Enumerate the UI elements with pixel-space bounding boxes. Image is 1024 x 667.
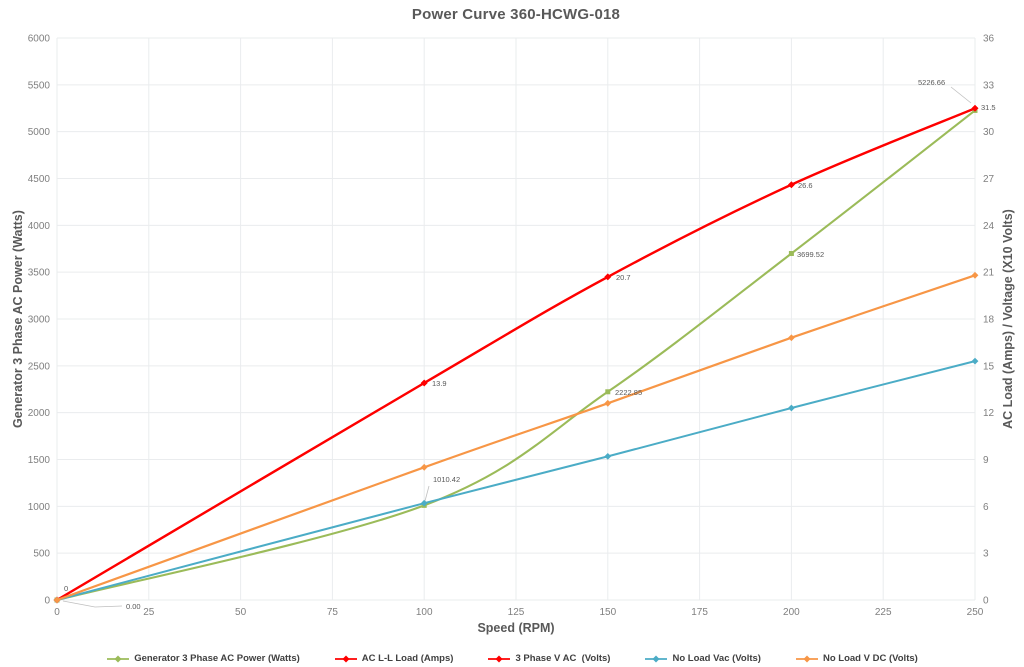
data-point-no-load-vac-volts[interactable] xyxy=(788,404,795,412)
series-line-ac-l-l-load-amps[interactable] xyxy=(55,107,977,602)
x-tick-label: 125 xyxy=(508,607,525,618)
data-point-no-load-v-dc-volts[interactable] xyxy=(788,334,795,342)
y-right-tick-label: 18 xyxy=(983,315,995,326)
x-tick-label: 25 xyxy=(143,607,155,618)
data-point-no-load-vac-volts[interactable] xyxy=(604,452,612,460)
y-left-tick-label: 4500 xyxy=(28,174,51,185)
y-left-tick-label: 5500 xyxy=(28,80,51,91)
data-point-no-load-v-dc-volts[interactable] xyxy=(971,271,979,279)
data-point-label: 20.7 xyxy=(616,273,631,282)
x-tick-label: 50 xyxy=(235,607,247,618)
chart-title: Power Curve 360-HCWG-018 xyxy=(411,6,621,23)
data-point-label: 3699.52 xyxy=(797,250,824,259)
legend-item-label: No Load Vac (Volts) xyxy=(672,653,761,664)
y-right-tick-label: 3 xyxy=(983,549,989,560)
legend-marker-icon xyxy=(334,655,357,662)
legend-marker-diamond xyxy=(114,655,122,662)
data-point-label: 0 xyxy=(64,584,68,593)
legend: Generator 3 Phase AC Power (Watts) AC L-L… xyxy=(0,653,1024,664)
data-point-ac-l-l-load-amps[interactable] xyxy=(420,379,428,387)
x-tick-label: 250 xyxy=(967,607,984,618)
legend-marker-diamond xyxy=(652,655,660,662)
y-left-tick-label: 1500 xyxy=(28,455,51,466)
legend-item-generator-3-phase-ac-power-watts[interactable]: Generator 3 Phase AC Power (Watts) xyxy=(106,653,300,664)
data-point-no-load-v-dc-volts[interactable] xyxy=(604,399,612,407)
y-left-tick-label: 3000 xyxy=(28,315,51,326)
y-left-tick-label: 3500 xyxy=(28,268,51,279)
y-right-tick-label: 9 xyxy=(983,455,989,466)
y-left-tick-label: 5000 xyxy=(28,127,51,138)
data-point-no-load-v-dc-volts[interactable] xyxy=(420,463,428,471)
y-left-tick-label: 4000 xyxy=(28,221,51,232)
y-left-tick-label: 500 xyxy=(33,549,50,560)
series-line-no-load-v-dc-volts[interactable] xyxy=(55,274,977,602)
y-right-tick-label: 6 xyxy=(983,502,989,513)
y-right-tick-label: 15 xyxy=(983,361,995,372)
x-tick-label: 0 xyxy=(54,607,60,618)
legend-item-label: 3 Phase V AC (Volts) xyxy=(515,653,611,664)
legend-item-label: Generator 3 Phase AC Power (Watts) xyxy=(134,653,300,664)
y-right-tick-label: 12 xyxy=(983,408,995,419)
y-axis-title-right: AC Load (Amps) / Voltage (X10 Volts) xyxy=(1001,209,1015,429)
y-right-tick-label: 27 xyxy=(983,174,995,185)
y-left-tick-label: 2500 xyxy=(28,361,51,372)
label-leader-line xyxy=(62,600,123,608)
x-tick-label: 150 xyxy=(599,607,616,618)
data-point-label: 0.00 xyxy=(126,602,141,611)
data-point-ac-l-l-load-amps[interactable] xyxy=(604,273,612,281)
x-tick-label: 75 xyxy=(327,607,339,618)
data-point-label: 5226.66 xyxy=(918,78,945,87)
data-point-ac-l-l-load-amps[interactable] xyxy=(971,104,979,112)
legend-item-no-load-v-dc-volts[interactable]: No Load V DC (Volts) xyxy=(795,653,918,664)
x-tick-label: 175 xyxy=(691,607,708,618)
y-left-tick-label: 1000 xyxy=(28,502,51,513)
legend-item-label: AC L-L Load (Amps) xyxy=(361,653,454,664)
y-left-tick-label: 2000 xyxy=(28,408,51,419)
y-axis-title-left: Generator 3 Phase AC Power (Watts) xyxy=(11,210,25,428)
data-point-label: 2222.85 xyxy=(615,388,642,397)
y-right-tick-label: 33 xyxy=(983,80,995,91)
y-right-tick-label: 36 xyxy=(983,34,995,45)
legend-item-no-load-vac-volts[interactable]: No Load Vac (Volts) xyxy=(644,653,761,664)
legend-marker-diamond xyxy=(803,655,811,662)
data-point-label: 1010.42 xyxy=(433,475,460,484)
x-tick-label: 200 xyxy=(783,607,800,618)
data-point-label: 13.9 xyxy=(432,379,447,388)
data-point-generator-3-phase-ac-power-watts[interactable] xyxy=(788,250,794,256)
y-left-tick-label: 6000 xyxy=(28,34,51,45)
data-point-no-load-v-dc-volts[interactable] xyxy=(53,596,61,604)
legend-marker-icon xyxy=(488,655,511,662)
y-right-tick-label: 24 xyxy=(983,221,995,232)
data-point-label: 26.6 xyxy=(798,181,813,190)
x-axis-title: Speed (RPM) xyxy=(477,621,555,635)
data-point-generator-3-phase-ac-power-watts[interactable] xyxy=(605,389,611,395)
legend-marker-icon xyxy=(795,655,818,662)
label-leader-line xyxy=(950,86,972,104)
legend-item-label: No Load V DC (Volts) xyxy=(822,653,918,664)
y-right-tick-label: 21 xyxy=(983,268,995,279)
series-line-generator-3-phase-ac-power-watts[interactable] xyxy=(55,109,977,602)
legend-marker-diamond xyxy=(495,655,503,662)
y-left-tick-label: 0 xyxy=(44,596,50,607)
data-point-no-load-vac-volts[interactable] xyxy=(971,357,979,365)
y-right-tick-label: 0 xyxy=(983,596,989,607)
data-point-no-load-vac-volts[interactable] xyxy=(420,499,428,507)
x-tick-label: 100 xyxy=(416,607,433,618)
legend-marker-icon xyxy=(645,655,668,662)
x-tick-label: 225 xyxy=(875,607,892,618)
legend-marker-diamond xyxy=(342,655,350,662)
label-leader-line xyxy=(424,485,430,502)
legend-item-3-phase-v-ac-volts[interactable]: 3 Phase V AC (Volts) xyxy=(487,653,610,664)
legend-item-ac-l-l-load-amps[interactable]: AC L-L Load (Amps) xyxy=(334,653,454,664)
data-point-label: 31.5 xyxy=(981,103,996,112)
data-point-ac-l-l-load-amps[interactable] xyxy=(788,181,795,189)
y-right-tick-label: 30 xyxy=(983,127,995,138)
legend-marker-icon xyxy=(107,655,130,662)
series-line-no-load-vac-volts[interactable] xyxy=(56,360,976,601)
